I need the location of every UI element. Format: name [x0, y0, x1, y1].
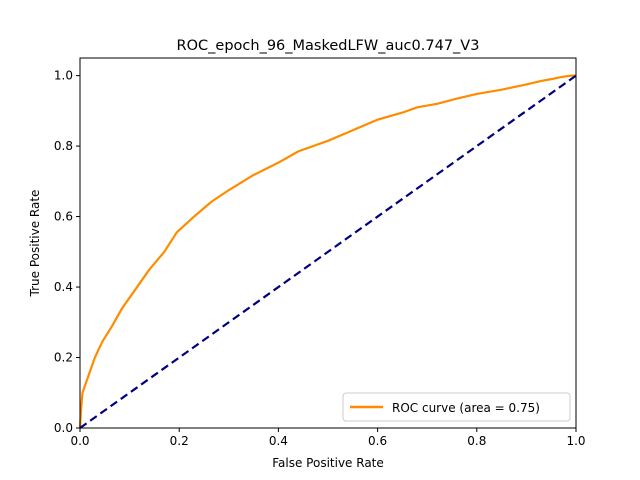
- legend: ROC curve (area = 0.75): [342, 392, 571, 422]
- x-tick-label: 0.0: [70, 434, 89, 448]
- y-tick-label: 0.6: [54, 210, 73, 224]
- x-tick-label: 1.0: [566, 434, 585, 448]
- y-tick-label: 0.8: [54, 139, 73, 153]
- x-axis: 0.0 0.2 0.4 0.6 0.8 1.0: [70, 428, 586, 448]
- roc-curve-line: [78, 74, 576, 429]
- legend-box: [342, 392, 571, 422]
- legend-label-roc: ROC curve (area = 0.75): [392, 401, 540, 415]
- y-tick-label: 1.0: [54, 69, 73, 83]
- x-tick-label: 0.8: [467, 434, 486, 448]
- y-tick-label: 0.4: [54, 280, 73, 294]
- y-axis: 0.0 0.2 0.4 0.6 0.8 1.0: [54, 69, 80, 435]
- chart-title: ROC_epoch_96_MaskedLFW_auc0.747_V3: [177, 38, 480, 54]
- chance-diagonal-line: [79, 74, 577, 429]
- x-tick-label: 0.4: [269, 434, 288, 448]
- y-tick-label: 0.2: [54, 351, 73, 365]
- x-tick-label: 0.2: [170, 434, 189, 448]
- x-tick-label: 0.6: [368, 434, 387, 448]
- x-axis-label: False Positive Rate: [272, 456, 384, 470]
- axes-frame: [79, 57, 577, 429]
- y-tick-label: 0.0: [54, 421, 73, 435]
- y-axis-label: True Positive Rate: [28, 190, 42, 298]
- plot-area: [78, 74, 577, 429]
